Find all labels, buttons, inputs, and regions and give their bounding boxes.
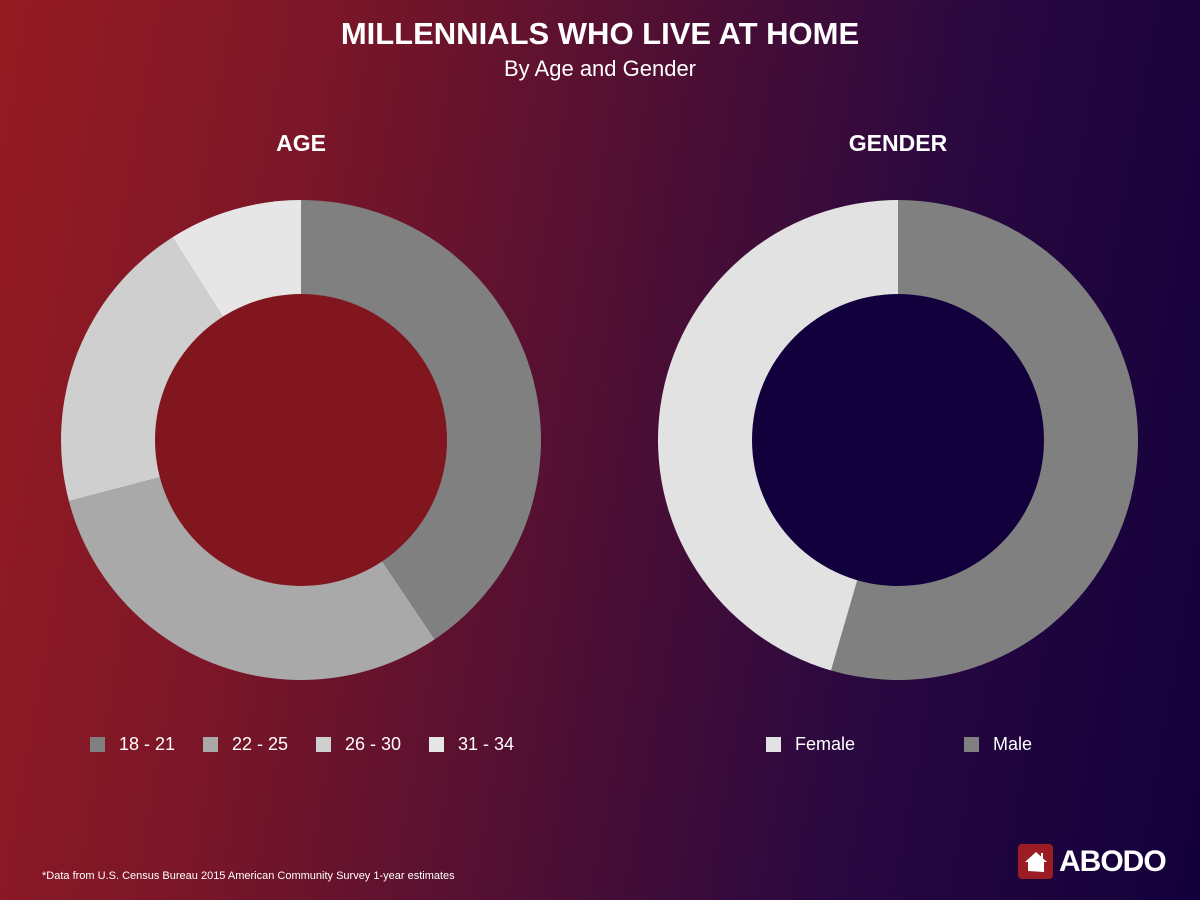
age-chart-title: AGE [276, 130, 326, 156]
legend-label: Female [795, 734, 856, 754]
age-donut-hole [155, 294, 447, 586]
legend-swatch [203, 737, 218, 752]
legend-label: 31 - 34 [458, 734, 515, 754]
age-legend: 18 - 21 22 - 25 26 - 30 31 - 34 [90, 734, 514, 755]
legend-item-female: Female [766, 734, 964, 755]
legend-label: 18 - 21 [119, 734, 176, 754]
legend-swatch [429, 737, 444, 752]
gender-chart-title: GENDER [848, 130, 948, 156]
house-icon [1018, 844, 1053, 879]
legend-label: 26 - 30 [345, 734, 402, 754]
abodo-logo: ABODO [1018, 844, 1167, 879]
legend-swatch [766, 737, 781, 752]
legend-item-31-34: 31 - 34 [429, 734, 514, 755]
legend-swatch [964, 737, 979, 752]
page-subtitle: By Age and Gender [503, 56, 697, 81]
gender-legend: Female Male [766, 734, 1032, 755]
legend-item-26-30: 26 - 30 [316, 734, 429, 755]
legend-item-18-21: 18 - 21 [90, 734, 203, 755]
legend-label: 22 - 25 [232, 734, 289, 754]
logo-text: ABODO [1059, 844, 1167, 878]
legend-swatch [90, 737, 105, 752]
legend-item-22-25: 22 - 25 [203, 734, 316, 755]
footnote: *Data from U.S. Census Bureau 2015 Ameri… [42, 870, 455, 882]
legend-label: Male [993, 734, 1033, 754]
legend-swatch [316, 737, 331, 752]
legend-item-male: Male [964, 734, 1032, 755]
gender-donut-hole [752, 294, 1044, 586]
page-title: MILLENNIALS WHO LIVE AT HOME [340, 16, 860, 51]
